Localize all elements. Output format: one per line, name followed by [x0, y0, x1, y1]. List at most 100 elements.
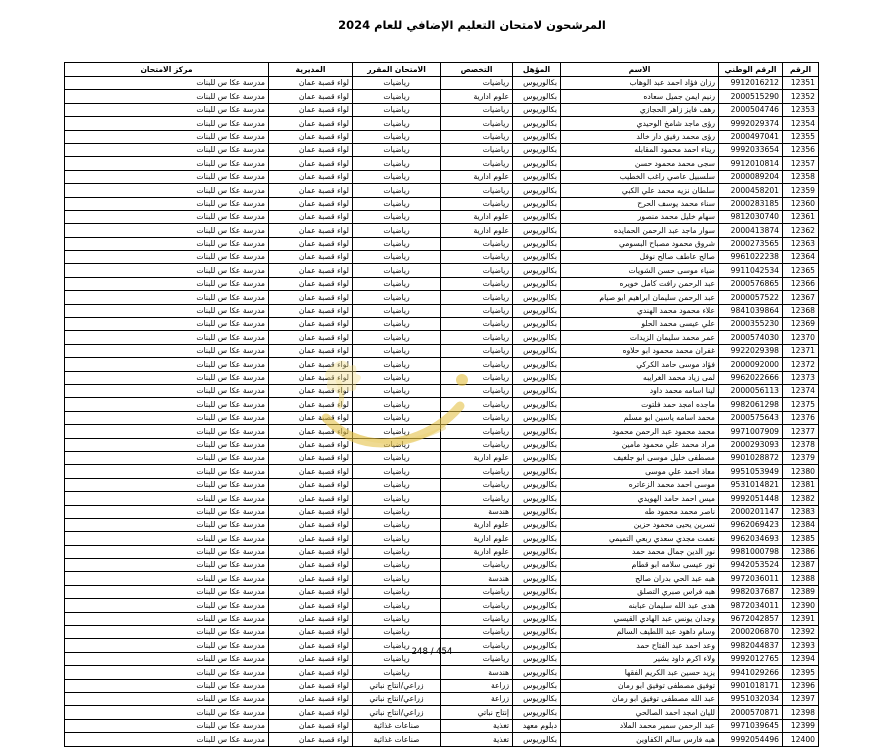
table-row: 12351 9912016212 رزان فؤاد احمد عبد الوهاب…	[64, 75, 819, 91]
cell-scheduled_exam: رياضيات	[352, 477, 441, 493]
cell-serial: 12362	[782, 223, 819, 238]
cell-directorate: لواء قصبة عمان	[268, 504, 353, 519]
cell-exam_center: مدرسة عكا س للبنات	[64, 584, 269, 600]
cell-national_id: 2000575643	[718, 410, 783, 426]
cell-directorate: لواء قصبة عمان	[268, 450, 353, 466]
cell-exam_center: مدرسة عكا س للبنات	[64, 236, 269, 252]
cell-specialization: هندسة	[440, 571, 513, 586]
cell-specialization: علوم ادارية	[440, 89, 513, 104]
cell-qualification: بكالوريوس	[512, 410, 561, 426]
cell-national_id: 9971039645	[718, 718, 783, 734]
cell-qualification: بكالوريوس	[512, 169, 561, 185]
cell-name: نسرين يحيى محمود حزين	[560, 517, 719, 533]
cell-qualification: بكالوريوس	[512, 732, 561, 747]
cell-serial: 12351	[782, 75, 819, 91]
cell-serial: 12369	[782, 317, 819, 332]
cell-scheduled_exam: رياضيات	[352, 665, 441, 680]
cell-scheduled_exam: رياضيات	[352, 397, 441, 412]
cell-exam_center: مدرسة عكا س للبنات	[64, 75, 269, 91]
cell-directorate: لواء قصبة عمان	[268, 678, 353, 693]
cell-qualification: بكالوريوس	[512, 357, 561, 372]
cell-exam_center: مدرسة عكا س للبنات	[64, 517, 269, 533]
cell-name: هبه فارس سالم الكفاوين	[560, 732, 719, 747]
cell-name: لمى زياد محمد الغرايبه	[560, 370, 719, 385]
cell-name: رنيم ايمن جميل سعاده	[560, 89, 719, 104]
cell-exam_center: مدرسة عكا س للبنات	[64, 370, 269, 385]
table-row: 12375 9982061298 ماجده امجد حمد فلتوت بكالو…	[64, 397, 819, 412]
cell-exam_center: مدرسة عكا س للبنات	[64, 129, 269, 144]
col-header-national_id: الرقم الوطني	[718, 62, 783, 77]
table-row: 12379 9901028872 مصطفى خليل موسى ابو جلغيف…	[64, 450, 819, 466]
cell-qualification: بكالوريوس	[512, 491, 561, 506]
cell-directorate: لواء قصبة عمان	[268, 718, 353, 734]
cell-exam_center: مدرسة عكا س للبنات	[64, 678, 269, 693]
cell-scheduled_exam: رياضيات	[352, 370, 441, 385]
cell-scheduled_exam: رياضيات	[352, 464, 441, 479]
cell-scheduled_exam: رياضيات	[352, 223, 441, 238]
cell-scheduled_exam: رياضيات	[352, 263, 441, 278]
cell-qualification: بكالوريوس	[512, 450, 561, 466]
cell-specialization: تغذية	[440, 732, 513, 747]
table-row: 12400 9992054496 هبه فارس سالم الكفاوين بكا…	[64, 732, 819, 747]
cell-name: عبد الرحمن رافت كامل خويره	[560, 276, 719, 292]
cell-directorate: لواء قصبة عمان	[268, 343, 353, 359]
cell-exam_center: مدرسة عكا س للبنات	[64, 410, 269, 426]
cell-directorate: لواء قصبة عمان	[268, 424, 353, 439]
table-row: 12384 9962069423 نسرين يحيى محمود حزين بكال…	[64, 517, 819, 533]
cell-scheduled_exam: رياضيات	[352, 142, 441, 158]
cell-scheduled_exam: رياضيات	[352, 383, 441, 399]
cell-serial: 12372	[782, 357, 819, 372]
cell-serial: 12398	[782, 705, 819, 720]
cell-national_id: 9992051448	[718, 491, 783, 506]
cell-national_id: 9901028872	[718, 450, 783, 466]
cell-specialization: رياضيات	[440, 477, 513, 493]
cell-scheduled_exam: رياضيات	[352, 598, 441, 613]
cell-specialization: رياضيات	[440, 102, 513, 118]
table-row: 12364 9961022238 صالح عاطف صالح نوفل بكالور…	[64, 250, 819, 265]
table-row: 12383 2000201147 ناصر محمد محمود طه بكالوري…	[64, 504, 819, 519]
cell-serial: 12382	[782, 491, 819, 506]
cell-scheduled_exam: رياضيات	[352, 156, 441, 171]
table-row: 12386 9981000798 نور الدين جمال محمد حمد بك…	[64, 544, 819, 560]
col-header-scheduled_exam: الامتحان المقرر	[352, 62, 441, 77]
cell-exam_center: مدرسة عكا س للبنات	[64, 625, 269, 640]
cell-scheduled_exam: رياضيات	[352, 437, 441, 452]
cell-specialization: رياضيات	[440, 290, 513, 305]
table-row: 12370 2000574030 عمر محمد سليمان الزيدات بك…	[64, 330, 819, 345]
table-row: 12363 2000273565 شروق محمود مصباح البسومي ب…	[64, 236, 819, 252]
cell-national_id: 2000092000	[718, 357, 783, 372]
cell-serial: 12352	[782, 89, 819, 104]
cell-serial: 12388	[782, 571, 819, 586]
cell-scheduled_exam: رياضيات	[352, 558, 441, 573]
table-row: 12365 9911042534 ضياء موسى حسن الشويات بكال…	[64, 263, 819, 278]
cell-national_id: 2000574030	[718, 330, 783, 345]
cell-national_id: 2000283185	[718, 196, 783, 211]
cell-national_id: 9992033654	[718, 142, 783, 158]
cell-specialization: رياضيات	[440, 75, 513, 91]
cell-exam_center: مدرسة عكا س للبنات	[64, 209, 269, 225]
cell-directorate: لواء قصبة عمان	[268, 223, 353, 238]
cell-specialization: رياضيات	[440, 317, 513, 332]
cell-serial: 12371	[782, 343, 819, 359]
cell-specialization: رياضيات	[440, 437, 513, 452]
cell-qualification: بكالوريوس	[512, 343, 561, 359]
cell-directorate: لواء قصبة عمان	[268, 397, 353, 412]
cell-qualification: بكالوريوس	[512, 75, 561, 91]
cell-qualification: بكالوريوس	[512, 504, 561, 519]
cell-exam_center: مدرسة عكا س للبنات	[64, 330, 269, 345]
cell-national_id: 9961022238	[718, 250, 783, 265]
cell-national_id: 9912010814	[718, 156, 783, 171]
cell-directorate: لواء قصبة عمان	[268, 437, 353, 452]
cell-exam_center: مدرسة عكا س للبنات	[64, 450, 269, 466]
cell-serial: 12364	[782, 250, 819, 265]
cell-serial: 12377	[782, 424, 819, 439]
cell-scheduled_exam: رياضيات	[352, 531, 441, 546]
cell-scheduled_exam: رياضيات	[352, 290, 441, 305]
cell-specialization: إنتاج نباتي	[440, 705, 513, 720]
table-row: 12392 2000206870 وسام داهود عبد اللطيف الس…	[64, 625, 819, 640]
cell-qualification: بكالوريوس	[512, 89, 561, 104]
cell-directorate: لواء قصبة عمان	[268, 142, 353, 158]
cell-specialization: رياضيات	[440, 116, 513, 131]
cell-name: يزيد حسين عبد الكريم الفقها	[560, 665, 719, 680]
table-row: 12389 9982037687 هبه فراس صبري التصلق بكالو…	[64, 584, 819, 600]
